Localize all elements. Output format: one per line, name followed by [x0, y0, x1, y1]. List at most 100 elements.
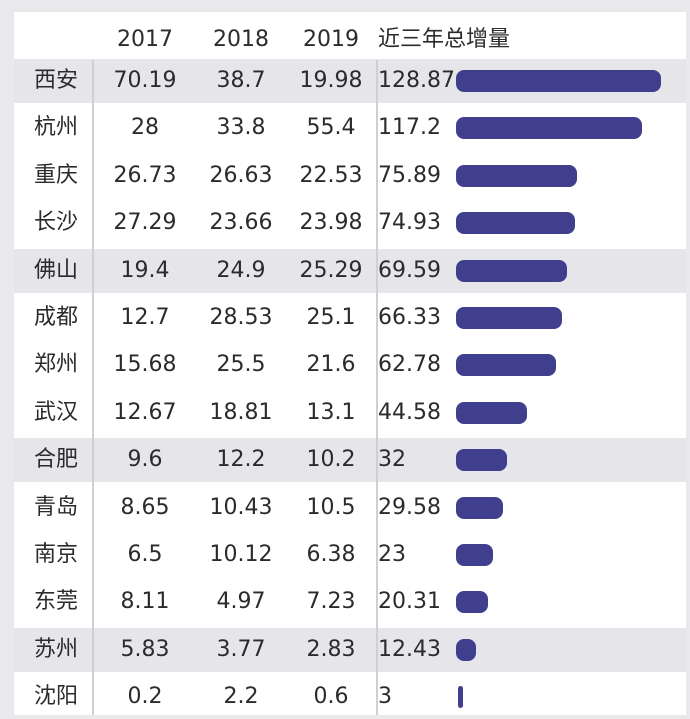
value-2017: 8.65 — [120, 494, 170, 520]
value-2019: 10.5 — [306, 494, 356, 520]
table-row: 苏州 5.83 3.77 2.83 12.43 — [14, 627, 686, 672]
value-2019: 19.98 — [299, 68, 363, 93]
total-increase-label: 69.59 — [378, 257, 441, 283]
total-increase-bar — [456, 544, 493, 566]
total-increase-label: 32 — [378, 447, 406, 473]
city-label: 杭州 — [34, 115, 79, 141]
header-total-increase: 近三年总增量 — [378, 27, 511, 52]
value-2019: 55.4 — [306, 115, 356, 141]
total-increase-bar — [456, 638, 476, 661]
total-increase-label: 23 — [378, 542, 406, 567]
value-2017: 0.2 — [127, 684, 163, 710]
table-row: 成都 12.7 28.53 25.1 66.33 — [14, 296, 686, 340]
total-increase-label: 20.31 — [378, 589, 441, 615]
value-2018: 38.7 — [216, 68, 266, 93]
value-2018: 10.12 — [209, 542, 273, 567]
city-label: 青岛 — [34, 494, 79, 520]
city-label: 成都 — [34, 305, 79, 330]
value-2018: 33.8 — [216, 115, 266, 141]
table-row: 郑州 15.68 25.5 21.6 62.78 — [14, 343, 686, 387]
value-2019: 23.98 — [299, 210, 363, 236]
value-2017: 27.29 — [113, 210, 177, 236]
total-increase-label: 117.2 — [378, 115, 441, 141]
city-label: 合肥 — [34, 447, 79, 473]
total-increase-label: 75.89 — [378, 162, 441, 188]
total-increase-bar — [456, 496, 504, 519]
value-2017: 26.73 — [113, 162, 177, 188]
table-chart: 2017 2018 2019 近三年总增量 西安 70.19 38.7 19.98 12… — [14, 12, 686, 715]
header-2017: 2017 — [117, 27, 173, 52]
total-increase-bar — [458, 686, 463, 709]
total-increase-bar — [456, 401, 527, 424]
value-2019: 2.83 — [306, 636, 356, 662]
total-increase-label: 62.78 — [378, 352, 441, 378]
total-increase-bar — [456, 591, 489, 614]
value-2018: 4.97 — [216, 589, 266, 615]
value-2019: 25.1 — [306, 305, 356, 330]
value-2018: 23.66 — [209, 210, 273, 236]
value-2017: 8.11 — [120, 589, 170, 615]
value-2017: 12.7 — [120, 305, 170, 330]
table-row: 沈阳 0.2 2.2 0.6 3 — [14, 675, 686, 719]
table-row: 武汉 12.67 18.81 13.1 44.58 — [14, 391, 686, 435]
table-row: 西安 70.19 38.7 19.98 128.87 — [14, 59, 686, 103]
total-increase-bar — [456, 259, 567, 282]
table-row: 重庆 26.73 26.63 22.53 75.89 — [14, 154, 686, 198]
value-2019: 13.1 — [306, 399, 356, 425]
city-label: 长沙 — [34, 210, 79, 236]
value-2019: 21.6 — [306, 352, 356, 378]
value-2019: 0.6 — [313, 684, 349, 710]
total-increase-bar — [456, 70, 661, 92]
total-increase-label: 44.58 — [378, 399, 441, 425]
value-2018: 2.2 — [223, 684, 259, 710]
table-row: 青岛 8.65 10.43 10.5 29.58 — [14, 486, 686, 530]
value-2017: 12.67 — [113, 399, 177, 425]
table-row: 合肥 9.6 12.2 10.2 32 — [14, 438, 686, 483]
city-label: 西安 — [34, 68, 79, 93]
total-increase-bar — [456, 212, 576, 235]
column-divider — [376, 60, 378, 715]
city-label: 沈阳 — [34, 684, 79, 710]
total-increase-bar — [456, 164, 577, 187]
total-increase-label: 66.33 — [378, 305, 441, 330]
value-2019: 25.29 — [299, 257, 363, 283]
header-2019: 2019 — [303, 27, 359, 52]
table-row: 东莞 8.11 4.97 7.23 20.31 — [14, 580, 686, 624]
value-2018: 28.53 — [209, 305, 273, 330]
total-increase-bar — [456, 354, 556, 377]
total-increase-label: 12.43 — [378, 636, 441, 662]
total-increase-bar — [456, 449, 507, 472]
value-2017: 5.83 — [120, 636, 170, 662]
value-2017: 9.6 — [127, 447, 163, 473]
value-2018: 10.43 — [209, 494, 273, 520]
total-increase-label: 128.87 — [378, 68, 455, 93]
value-2018: 25.5 — [216, 352, 266, 378]
value-2017: 15.68 — [113, 352, 177, 378]
value-2018: 12.2 — [216, 447, 266, 473]
value-2019: 7.23 — [306, 589, 356, 615]
city-label: 武汉 — [34, 399, 79, 425]
value-2017: 70.19 — [113, 68, 177, 93]
value-2019: 6.38 — [306, 542, 356, 567]
value-2018: 26.63 — [209, 162, 273, 188]
value-2018: 24.9 — [216, 257, 266, 283]
value-2019: 22.53 — [299, 162, 363, 188]
value-2017: 19.4 — [120, 257, 170, 283]
table-row: 佛山 19.4 24.9 25.29 69.59 — [14, 248, 686, 293]
header-2018: 2018 — [213, 27, 269, 52]
city-label: 佛山 — [34, 257, 79, 283]
total-increase-bar — [456, 117, 643, 140]
value-2017: 6.5 — [127, 542, 163, 567]
column-divider — [92, 60, 94, 715]
table-row: 杭州 28 33.8 55.4 117.2 — [14, 106, 686, 150]
total-increase-label: 3 — [378, 684, 392, 710]
value-2019: 10.2 — [306, 447, 356, 473]
total-increase-bar — [456, 307, 562, 329]
city-label: 东莞 — [34, 589, 79, 615]
city-label: 南京 — [34, 542, 79, 567]
value-2018: 18.81 — [209, 399, 273, 425]
value-2018: 3.77 — [216, 636, 266, 662]
total-increase-label: 74.93 — [378, 210, 441, 236]
total-increase-label: 29.58 — [378, 494, 441, 520]
city-label: 重庆 — [34, 162, 79, 188]
